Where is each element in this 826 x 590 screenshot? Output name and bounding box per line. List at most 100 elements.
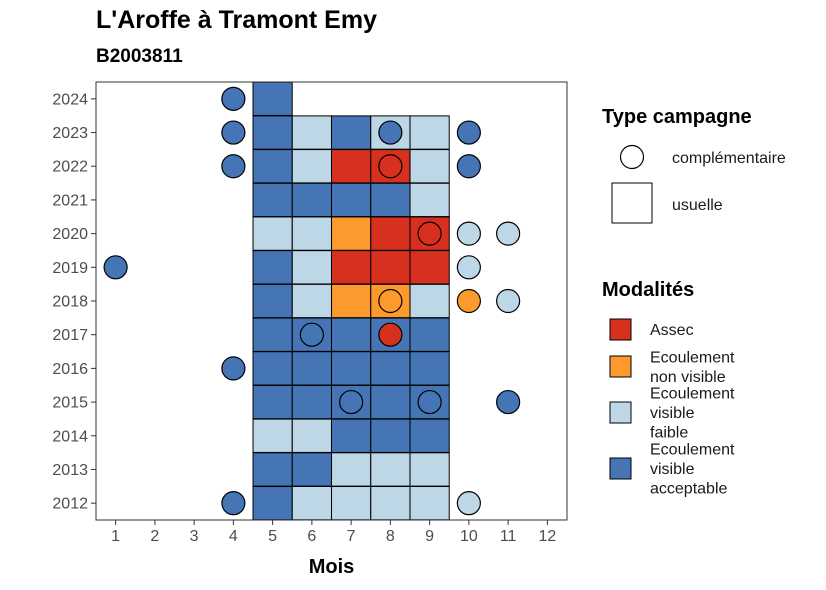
legend-label-ecoulement-visible-faible: faible (650, 425, 688, 442)
tile-2016-9-ecoulement-visible-acceptable (409, 351, 450, 386)
tile-2014-5-ecoulement-visible-faible (252, 418, 293, 453)
tile-2016-6-ecoulement-visible-acceptable (291, 351, 332, 386)
tile-2018-6-ecoulement-visible-faible (291, 283, 332, 319)
y-tick-label: 2012 (52, 496, 88, 513)
y-tick-label: 2022 (52, 159, 88, 176)
tile-2014-8-ecoulement-visible-acceptable (370, 418, 411, 453)
tile-2023-7-ecoulement-visible-acceptable (331, 115, 372, 150)
point-2022-8-assec (378, 154, 403, 179)
y-tick-label: 2019 (52, 260, 88, 277)
x-tick-label: 7 (347, 528, 356, 545)
legend-label-ecoulement-non-visible: Ecoulement (650, 349, 735, 366)
tile-2014-9-ecoulement-visible-acceptable (409, 418, 450, 453)
tile-2016-8-ecoulement-visible-acceptable (370, 351, 411, 386)
tile-2019-9-assec (409, 250, 450, 285)
tile-2019-7-assec (331, 250, 372, 285)
point-2023-8-ecoulement-visible-acceptable (378, 120, 403, 145)
tile-2021-7-ecoulement-visible-acceptable (331, 182, 372, 218)
legend-label-ecoulement-visible-acceptable: acceptable (650, 481, 727, 498)
chart-title: L'Aroffe à Tramont Emy (96, 6, 377, 34)
axes: 1 2 3 4 5 6 7 8 9 10 11 122012201320142015201620172… (52, 91, 556, 545)
point-2022-4-ecoulement-visible-acceptable (221, 154, 246, 179)
point-2012-4-ecoulement-visible-acceptable (221, 491, 246, 516)
point-2019-1-ecoulement-visible-acceptable (103, 255, 128, 280)
tile-2013-9-ecoulement-visible-faible (409, 452, 450, 487)
tile-2021-5-ecoulement-visible-acceptable (252, 182, 293, 218)
legend-title-type-campagne: Type campagne (602, 106, 752, 128)
tile-2021-9-ecoulement-visible-faible (409, 182, 450, 218)
legend: Type campagne complémentaire usuelle Modali… (602, 106, 786, 498)
tile-2013-6-ecoulement-visible-acceptable (291, 452, 332, 487)
legend-label-assec: Assec (650, 322, 694, 339)
x-tick-label: 9 (425, 528, 434, 545)
tile-2013-5-ecoulement-visible-acceptable (252, 452, 293, 487)
tile-2015-5-ecoulement-visible-acceptable (252, 384, 293, 420)
x-tick-label: 1 (111, 528, 120, 545)
chart-subtitle: B2003811 (96, 46, 183, 67)
x-tick-label: 5 (268, 528, 277, 545)
tile-2017-9-ecoulement-visible-acceptable (409, 317, 450, 352)
tile-2023-9-ecoulement-visible-faible (409, 115, 450, 150)
x-tick-label: 10 (460, 528, 478, 545)
point-2022-10-ecoulement-visible-acceptable (456, 154, 481, 179)
legend-label-ecoulement-visible-faible: visible (650, 405, 695, 422)
x-axis-title: Mois (309, 556, 355, 578)
tile-2015-6-ecoulement-visible-acceptable (291, 384, 332, 420)
tile-2023-6-ecoulement-visible-faible (291, 115, 332, 150)
tile-2014-7-ecoulement-visible-acceptable (331, 418, 372, 453)
tile-2017-7-ecoulement-visible-acceptable (331, 317, 372, 352)
point-2015-9-ecoulement-visible-acceptable (417, 389, 442, 415)
point-2018-11-ecoulement-visible-faible (496, 288, 521, 314)
legend-key-ecoulement-non-visible (609, 355, 632, 378)
y-tick-label: 2024 (52, 91, 88, 108)
point-2017-8-assec (378, 322, 403, 347)
y-tick-label: 2014 (52, 428, 88, 445)
tile-2024-5-ecoulement-visible-acceptable (252, 81, 293, 116)
point-2023-10-ecoulement-visible-acceptable (456, 120, 481, 145)
point-2019-10-ecoulement-visible-faible (456, 255, 481, 280)
tile-2017-5-ecoulement-visible-acceptable (252, 317, 293, 352)
point-2012-10-ecoulement-visible-faible (456, 491, 481, 516)
legend-square-key (611, 182, 653, 224)
tile-2020-8-assec (370, 216, 411, 251)
tile-2018-5-ecoulement-visible-acceptable (252, 283, 293, 319)
tile-2013-8-ecoulement-visible-faible (370, 452, 411, 487)
tile-2012-5-ecoulement-visible-acceptable (252, 486, 293, 521)
tile-2012-9-ecoulement-visible-faible (409, 486, 450, 521)
y-tick-label: 2018 (52, 294, 88, 311)
y-tick-label: 2021 (52, 192, 88, 209)
tile-2018-9-ecoulement-visible-faible (409, 283, 450, 319)
point-2018-10-ecoulement-non-visible (456, 288, 481, 314)
tile-2014-6-ecoulement-visible-faible (291, 418, 332, 453)
point-2017-6-ecoulement-visible-acceptable (299, 322, 324, 347)
x-tick-label: 11 (500, 528, 517, 545)
tile-2012-8-ecoulement-visible-faible (370, 486, 411, 521)
tile-2023-5-ecoulement-visible-acceptable (252, 115, 293, 150)
x-tick-label: 2 (150, 528, 159, 545)
legend-label-usuelle: usuelle (672, 197, 723, 214)
legend-key-assec (609, 318, 632, 341)
tile-2022-5-ecoulement-visible-acceptable (252, 149, 293, 184)
y-tick-label: 2016 (52, 361, 88, 378)
tile-2015-8-ecoulement-visible-acceptable (370, 384, 411, 420)
legend-label-ecoulement-visible-acceptable: visible (650, 461, 695, 478)
point-2016-4-ecoulement-visible-acceptable (221, 356, 246, 381)
tile-2019-6-ecoulement-visible-faible (291, 250, 332, 285)
legend-title-modalites: Modalités (602, 279, 694, 301)
legend-label-ecoulement-visible-faible: Ecoulement (650, 386, 735, 403)
y-tick-label: 2015 (52, 395, 88, 412)
x-tick-label: 6 (307, 528, 316, 545)
y-tick-label: 2013 (52, 462, 88, 479)
legend-label-ecoulement-non-visible: non visible (650, 369, 726, 386)
tile-2016-7-ecoulement-visible-acceptable (331, 351, 372, 386)
tile-2019-5-ecoulement-visible-acceptable (252, 250, 293, 285)
tile-2012-7-ecoulement-visible-faible (331, 486, 372, 521)
x-tick-label: 4 (229, 528, 238, 545)
y-tick-label: 2020 (52, 226, 88, 243)
point-2020-10-ecoulement-visible-faible (456, 221, 481, 246)
tile-2019-8-assec (370, 250, 411, 285)
x-tick-label: 3 (190, 528, 199, 545)
tile-2021-8-ecoulement-visible-acceptable (370, 182, 411, 218)
legend-key-ecoulement-visible-faible (609, 401, 632, 424)
